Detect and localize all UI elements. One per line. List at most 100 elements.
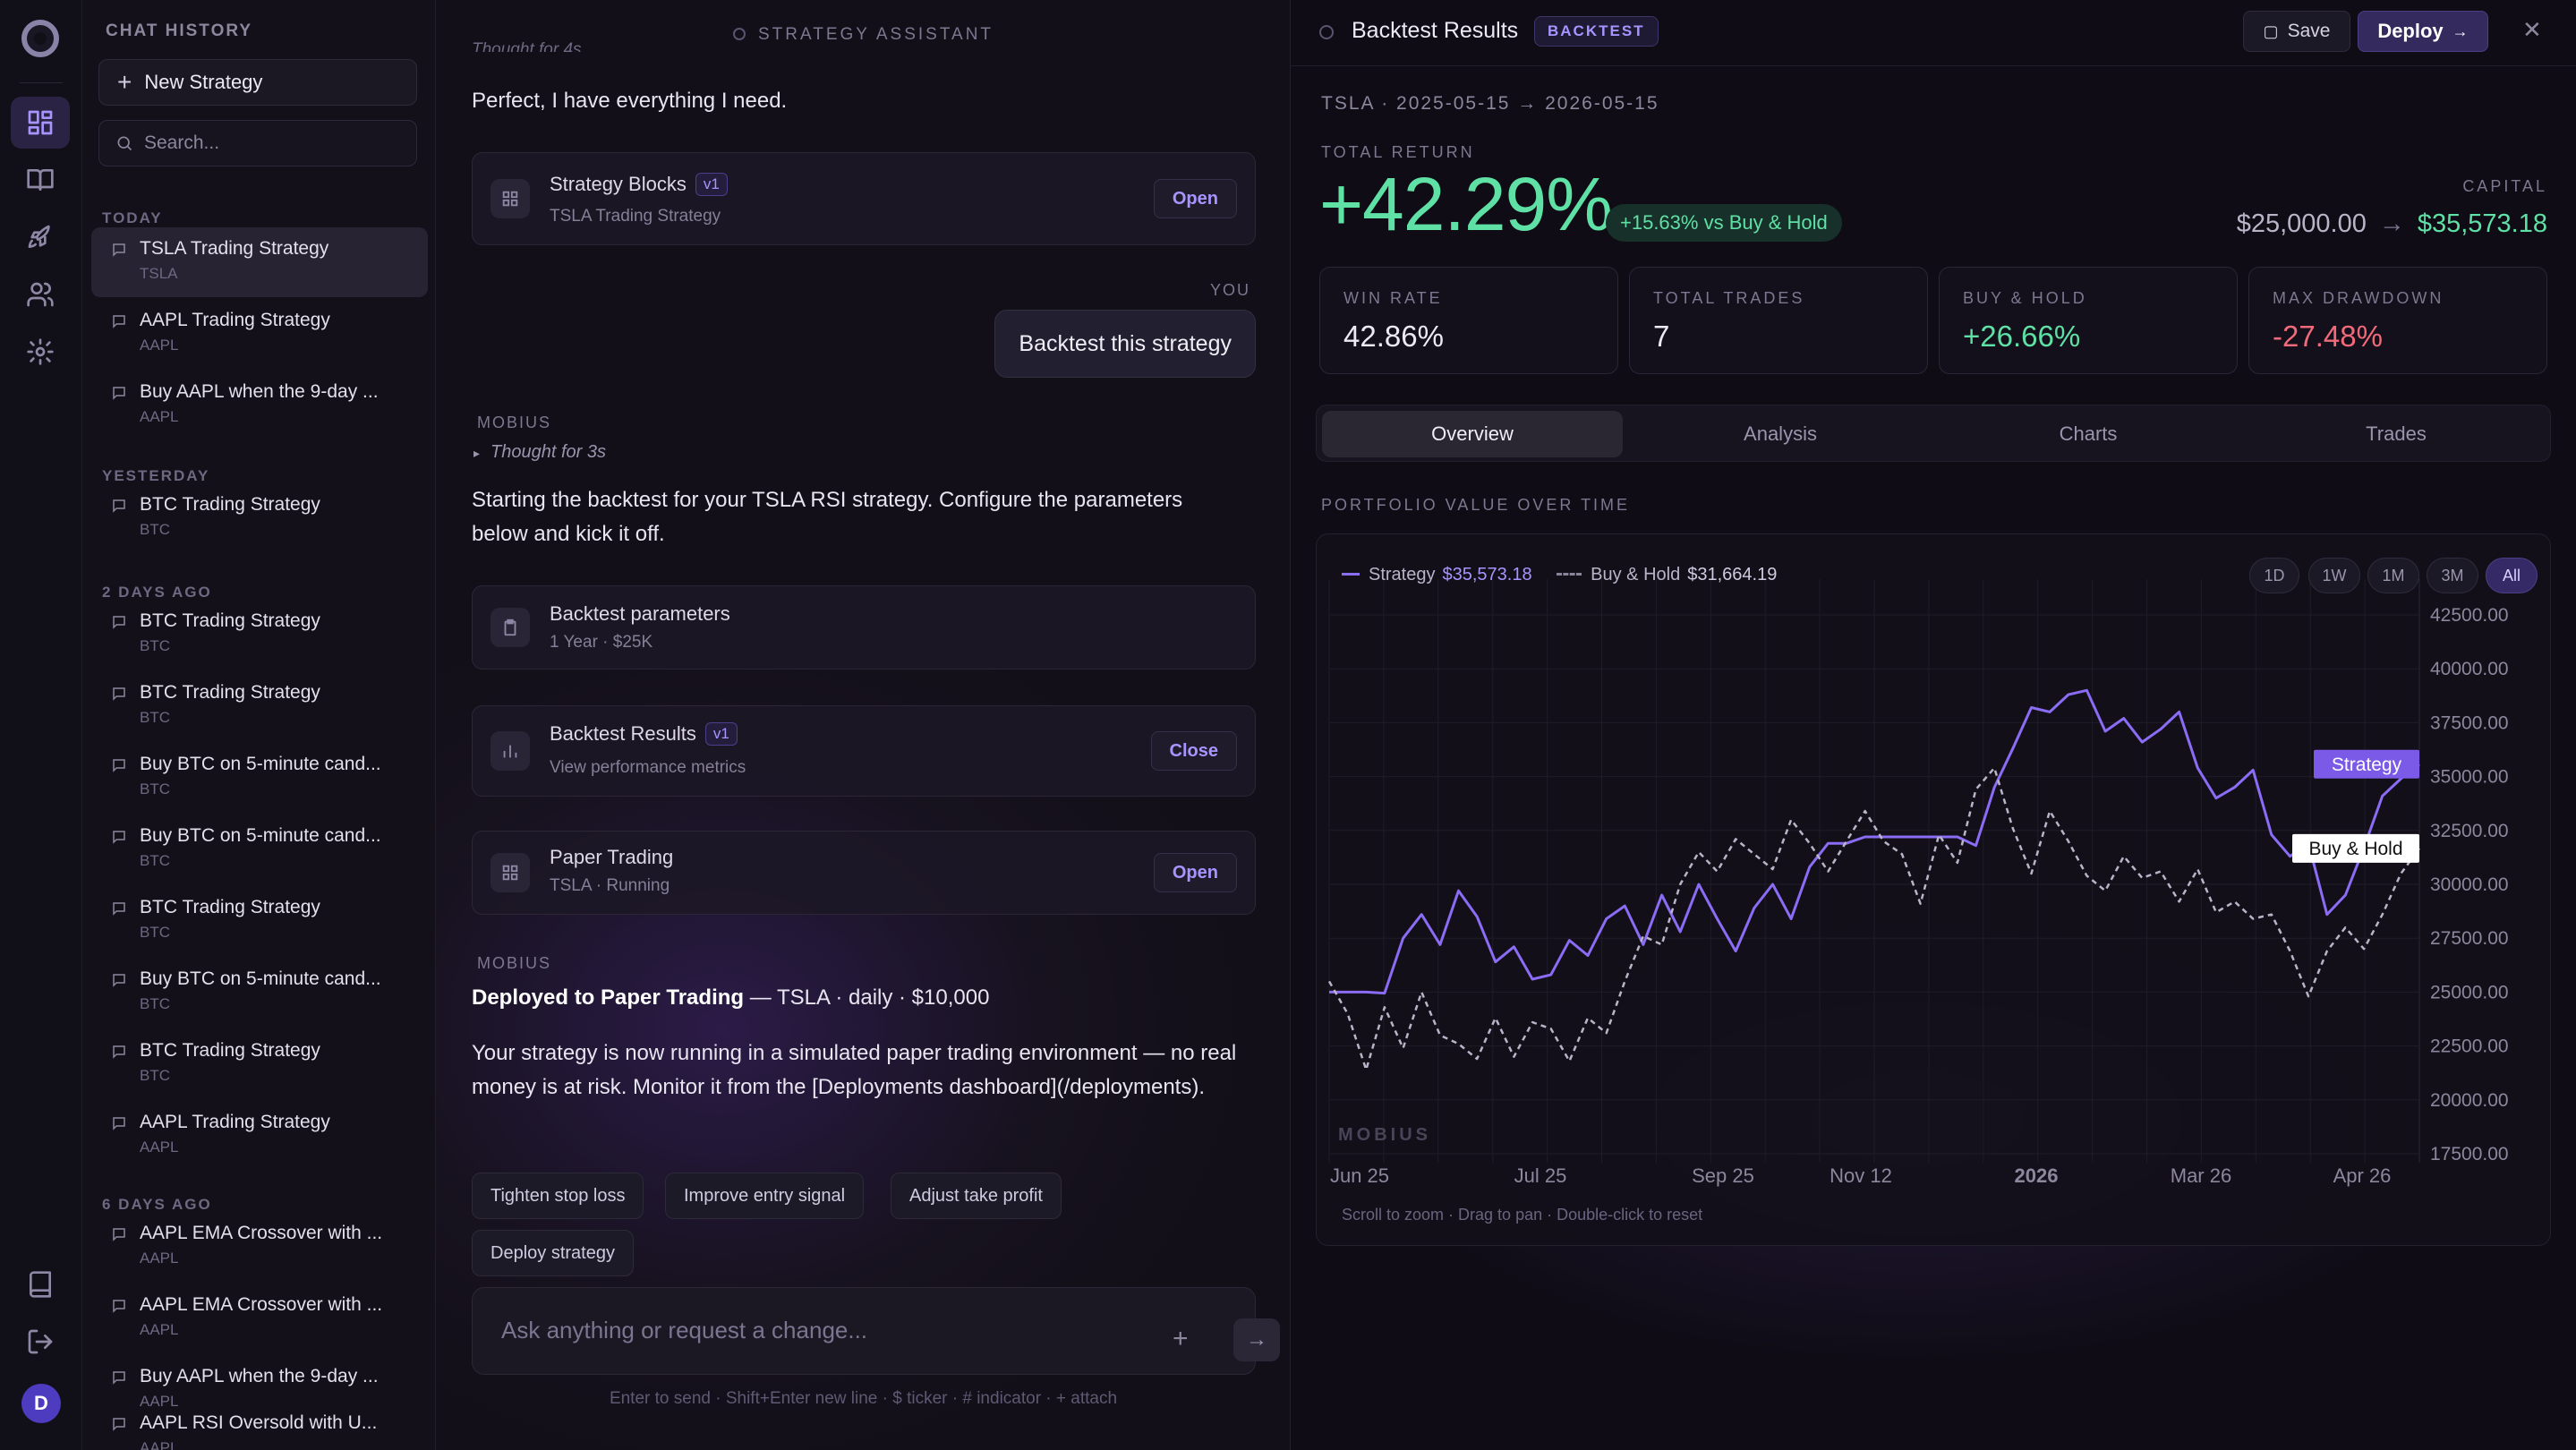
stat-card: MAX DRAWDOWN -27.48% <box>2248 267 2547 374</box>
x-tick-label: Apr 26 <box>2333 1164 2392 1187</box>
history-item-title: BTC Trading Strategy <box>140 897 320 917</box>
history-item[interactable]: AAPL EMA Crossover with ... AAPL <box>91 1284 428 1353</box>
open-paper-button[interactable]: Open <box>1153 853 1237 892</box>
backtest-results-card[interactable]: Backtest Results v1 View performance metr… <box>472 705 1256 797</box>
bookmark-icon: ▢ <box>2263 21 2279 40</box>
chat-bubble-icon <box>111 757 127 772</box>
chat-panel: STRATEGY ASSISTANT Thought for 4s Perfec… <box>436 0 1291 1450</box>
history-item-ticker: AAPL <box>140 1393 179 1410</box>
search-input[interactable]: Search... <box>98 120 417 166</box>
rocket-icon[interactable] <box>11 211 70 263</box>
history-item[interactable]: BTC Trading Strategy BTC <box>91 886 428 956</box>
stat-label: BUY & HOLD <box>1963 289 2087 307</box>
tab-overview[interactable]: Overview <box>1322 411 1623 457</box>
users-icon[interactable] <box>11 269 70 320</box>
chat-bubble-icon <box>111 242 127 257</box>
attach-plus-icon[interactable]: + <box>1173 1324 1189 1353</box>
range-1m-button[interactable]: 1M <box>2367 558 2419 593</box>
chat-bubble-icon <box>111 1298 127 1313</box>
y-tick-label: 17500.00 <box>2430 1144 2509 1164</box>
range-1d-button[interactable]: 1D <box>2249 558 2299 593</box>
save-button[interactable]: ▢ Save <box>2243 11 2350 52</box>
chat-composer[interactable]: Ask anything or request a change... + → <box>472 1287 1280 1375</box>
buy-hold-end-label: Buy & Hold <box>2308 839 2402 859</box>
history-item[interactable]: Buy BTC on 5-minute cand... BTC <box>91 815 428 884</box>
composer-placeholder: Ask anything or request a change... <box>501 1317 868 1343</box>
chat-bubble-icon <box>111 829 127 844</box>
tab-trades[interactable]: Trades <box>2366 422 2427 445</box>
suggestion-chip[interactable]: Deploy strategy <box>472 1230 634 1276</box>
tab-charts[interactable]: Charts <box>2059 422 2118 445</box>
close-icon[interactable]: ✕ <box>2522 16 2542 43</box>
history-item-title: BTC Trading Strategy <box>140 610 320 631</box>
history-item[interactable]: BTC Trading Strategy BTC <box>91 671 428 741</box>
card-title: Backtest parameters <box>550 602 730 625</box>
history-item[interactable]: Buy AAPL when the 9-day ... AAPL <box>91 1355 428 1425</box>
new-strategy-button[interactable]: + New Strategy <box>98 59 417 106</box>
backtest-badge: BACKTEST <box>1534 16 1659 47</box>
open-blocks-button[interactable]: Open <box>1153 179 1237 218</box>
x-tick-label: Sep 25 <box>1692 1164 1754 1187</box>
suggestion-chip[interactable]: Adjust take profit <box>891 1173 1062 1219</box>
plus-icon: + <box>117 68 132 96</box>
avatar[interactable]: D <box>21 1384 61 1423</box>
history-item[interactable]: AAPL Trading Strategy AAPL <box>91 299 428 369</box>
history-item[interactable]: Buy AAPL when the 9-day ... AAPL <box>91 371 428 440</box>
results-tabs: Overview Analysis Charts Trades <box>1316 405 2551 462</box>
strategy-end-label: Strategy <box>2332 755 2402 775</box>
portfolio-chart[interactable]: 42500.00 40000.00 37500.00 35000.00 32500.00… <box>1316 533 2551 1246</box>
history-item[interactable]: BTC Trading Strategy BTC <box>91 600 428 670</box>
paper-trading-card[interactable]: Paper Trading TSLA · Running Open <box>472 831 1256 915</box>
dashboard-icon[interactable] <box>11 97 70 149</box>
history-item-title: Buy BTC on 5-minute cand... <box>140 825 381 846</box>
thought-partial: Thought for 4s <box>472 40 582 52</box>
x-tick-label: Nov 12 <box>1830 1164 1892 1187</box>
history-item-title: Buy AAPL when the 9-day ... <box>140 1366 379 1386</box>
suggestion-chip[interactable]: Improve entry signal <box>665 1173 865 1219</box>
logout-icon[interactable] <box>11 1316 70 1368</box>
range-all-button[interactable]: All <box>2486 558 2538 593</box>
range-3m-button[interactable]: 3M <box>2427 558 2478 593</box>
history-item-title: BTC Trading Strategy <box>140 1040 320 1061</box>
history-item[interactable]: AAPL EMA Crossover with ... AAPL <box>91 1212 428 1282</box>
suggestion-chip[interactable]: Tighten stop loss <box>472 1173 644 1219</box>
new-strategy-label: New Strategy <box>144 71 263 93</box>
history-item[interactable]: TSLA Trading Strategy TSLA <box>91 227 428 297</box>
history-item[interactable]: BTC Trading Strategy BTC <box>91 1029 428 1099</box>
thought-toggle[interactable]: Thought for 3s <box>473 442 606 463</box>
history-item-title: TSLA Trading Strategy <box>140 238 329 259</box>
history-item[interactable]: AAPL RSI Oversold with U... AAPL <box>91 1402 428 1450</box>
strategy-blocks-card[interactable]: Strategy Blocks v1 TSLA Trading Strategy … <box>472 152 1256 245</box>
assistant-message: Perfect, I have everything I need. <box>472 89 788 113</box>
deploy-button[interactable]: Deploy → <box>2358 11 2488 52</box>
capital-start: $25,000.00 <box>2236 209 2367 238</box>
backtest-params-card[interactable]: Backtest parameters 1 Year · $25K <box>472 585 1256 670</box>
chat-bubble-icon <box>111 313 127 328</box>
logo-icon[interactable] <box>21 20 59 57</box>
gear-icon[interactable] <box>11 326 70 378</box>
y-tick-label: 27500.00 <box>2430 928 2509 949</box>
stat-card: TOTAL TRADES 7 <box>1629 267 1928 374</box>
send-button[interactable]: → <box>1233 1318 1280 1361</box>
chart-canvas[interactable]: 42500.00 40000.00 37500.00 35000.00 32500.00… <box>1317 534 2551 1246</box>
history-item[interactable]: Buy BTC on 5-minute cand... BTC <box>91 958 428 1028</box>
book-icon[interactable] <box>11 154 70 206</box>
history-item[interactable]: BTC Trading Strategy BTC <box>91 483 428 553</box>
range-1w-button[interactable]: 1W <box>2308 558 2360 593</box>
assistant-message: Your strategy is now running in a simula… <box>472 1041 1237 1065</box>
vs-buy-hold-badge: +15.63% vs Buy & Hold <box>1606 204 1842 242</box>
close-results-button[interactable]: Close <box>1150 731 1237 771</box>
bookmark-icon[interactable] <box>11 1258 70 1310</box>
history-item-ticker: AAPL <box>140 337 179 354</box>
version-badge: v1 <box>695 173 728 196</box>
user-message: Backtest this strategy <box>994 310 1256 378</box>
assistant-message: money is at risk. Monitor it from the [D… <box>472 1075 1205 1099</box>
y-tick-label: 20000.00 <box>2430 1090 2509 1111</box>
y-tick-label: 30000.00 <box>2430 874 2509 895</box>
history-item[interactable]: Buy BTC on 5-minute cand... BTC <box>91 743 428 813</box>
sidebar-title: CHAT HISTORY <box>106 21 253 40</box>
history-item[interactable]: AAPL Trading Strategy AAPL <box>91 1101 428 1171</box>
rail-divider <box>20 82 63 83</box>
x-tick-label: Mar 26 <box>2171 1164 2231 1187</box>
tab-analysis[interactable]: Analysis <box>1744 422 1817 445</box>
